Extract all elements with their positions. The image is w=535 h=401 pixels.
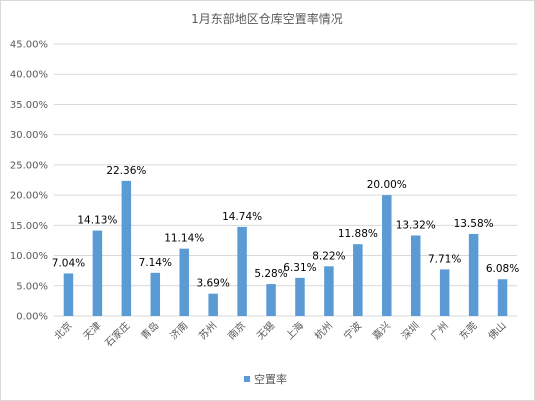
data-label: 5.28% — [254, 268, 287, 280]
data-label: 22.36% — [106, 165, 146, 177]
y-tick-label: 30.00% — [10, 130, 48, 141]
x-tick-label: 宁波 — [341, 319, 364, 342]
bar — [92, 230, 103, 316]
y-axis-ticks: 0.00% 5.00% 10.00% 15.00% 20.00% 25.00% 30.00%… — [10, 40, 48, 323]
x-tick-label: 无锡 — [254, 319, 277, 342]
x-tick-label: 北京 — [51, 319, 74, 342]
y-tick-label: 45.00% — [10, 40, 48, 51]
x-tick-label: 石家庄 — [102, 319, 132, 349]
y-tick-label: 10.00% — [10, 251, 48, 262]
data-label: 7.14% — [139, 257, 172, 269]
x-tick-label: 嘉兴 — [370, 319, 393, 342]
data-label: 14.74% — [222, 211, 262, 223]
gridlines — [54, 43, 517, 317]
y-tick-label: 35.00% — [10, 100, 48, 111]
data-label: 7.04% — [52, 257, 85, 269]
legend-label: 空置率 — [254, 372, 287, 386]
x-tick-label: 佛山 — [485, 319, 508, 342]
x-axis-ticks: 北京 天津 石家庄 青岛 济南 苏州 南京 无锡 上海 杭州 宁波 嘉兴 深圳 广州 东莞 佛山 — [51, 319, 508, 349]
bar — [439, 269, 450, 316]
data-label: 11.14% — [164, 233, 204, 245]
y-tick-label: 15.00% — [10, 221, 48, 232]
y-tick-label: 25.00% — [10, 160, 48, 171]
data-label: 7.71% — [428, 253, 461, 265]
legend: 空置率 — [244, 372, 287, 386]
data-label: 13.58% — [454, 218, 494, 230]
data-label: 14.13% — [77, 215, 117, 227]
bar — [150, 272, 161, 316]
data-labels: 7.04% 14.13% 22.36% 7.14% 11.14% 3.69% 14.74% 5… — [52, 165, 519, 290]
data-label: 8.22% — [312, 250, 345, 262]
x-tick-label: 苏州 — [196, 319, 219, 342]
data-label: 20.00% — [367, 179, 407, 191]
x-tick-label: 天津 — [81, 320, 104, 343]
legend-swatch — [244, 376, 250, 382]
x-tick-label: 济南 — [167, 319, 190, 342]
x-tick-label: 青岛 — [138, 319, 161, 342]
bar — [63, 273, 74, 316]
data-label: 11.88% — [338, 228, 378, 240]
bar — [497, 279, 508, 316]
data-label: 6.31% — [283, 262, 316, 274]
x-tick-label: 南京 — [225, 319, 248, 342]
bar — [324, 266, 334, 316]
x-tick-label: 杭州 — [312, 319, 335, 342]
data-label: 3.69% — [196, 278, 229, 290]
bar — [237, 226, 247, 316]
x-tick-label: 深圳 — [399, 320, 422, 343]
y-tick-label: 5.00% — [16, 281, 48, 292]
y-tick-label: 0.00% — [16, 312, 48, 323]
bar — [410, 235, 421, 316]
bar — [468, 233, 479, 316]
y-tick-label: 20.00% — [10, 191, 48, 202]
data-label: 6.08% — [486, 263, 519, 275]
bar — [382, 195, 392, 316]
bar — [353, 244, 363, 316]
data-label: 13.32% — [396, 219, 436, 231]
bars — [63, 180, 508, 316]
chart-title: 1月东部地区仓库空置率情况 — [191, 11, 343, 26]
y-tick-label: 40.00% — [10, 70, 48, 81]
x-tick-label: 广州 — [428, 320, 451, 343]
bar — [208, 293, 218, 316]
x-tick-label: 上海 — [283, 319, 306, 342]
bar — [266, 284, 276, 316]
x-tick-label: 东莞 — [456, 319, 479, 342]
bar — [295, 277, 305, 316]
bar — [121, 180, 132, 316]
bar — [179, 248, 189, 316]
